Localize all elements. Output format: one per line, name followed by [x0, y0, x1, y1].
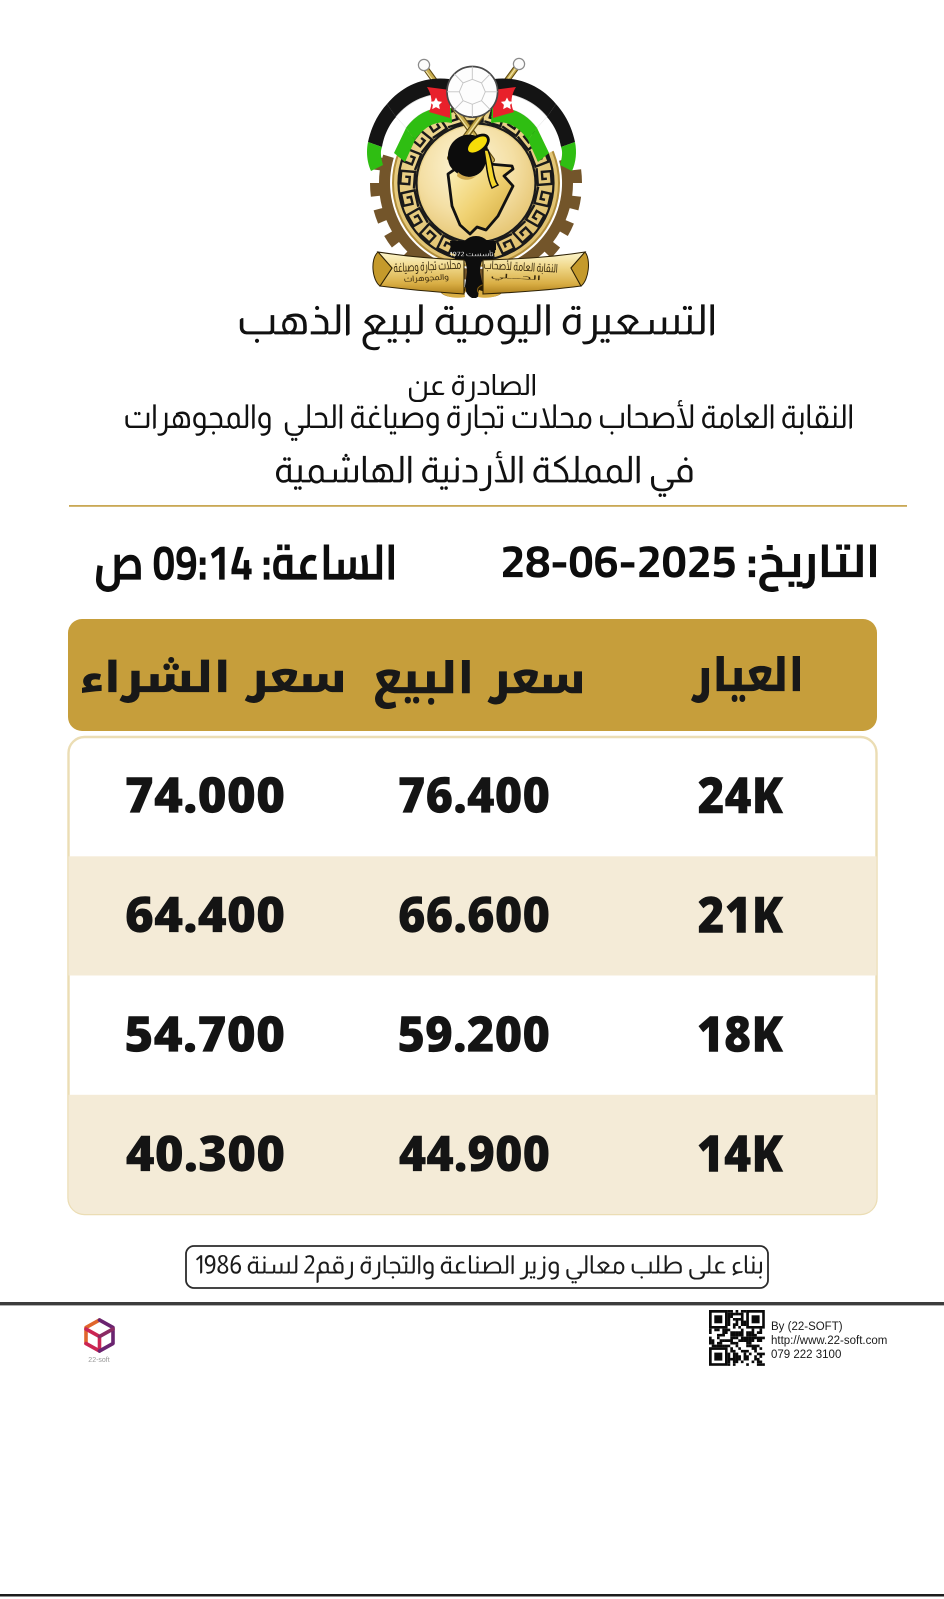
svg-text:22-soft: 22-soft	[88, 1357, 109, 1364]
svg-text:079 222 3100: 079 222 3100	[771, 1349, 841, 1361]
svg-text:By (22-SOFT): By (22-SOFT)	[771, 1321, 843, 1333]
svg-text:http://www.22-soft.com: http://www.22-soft.com	[771, 1335, 887, 1347]
